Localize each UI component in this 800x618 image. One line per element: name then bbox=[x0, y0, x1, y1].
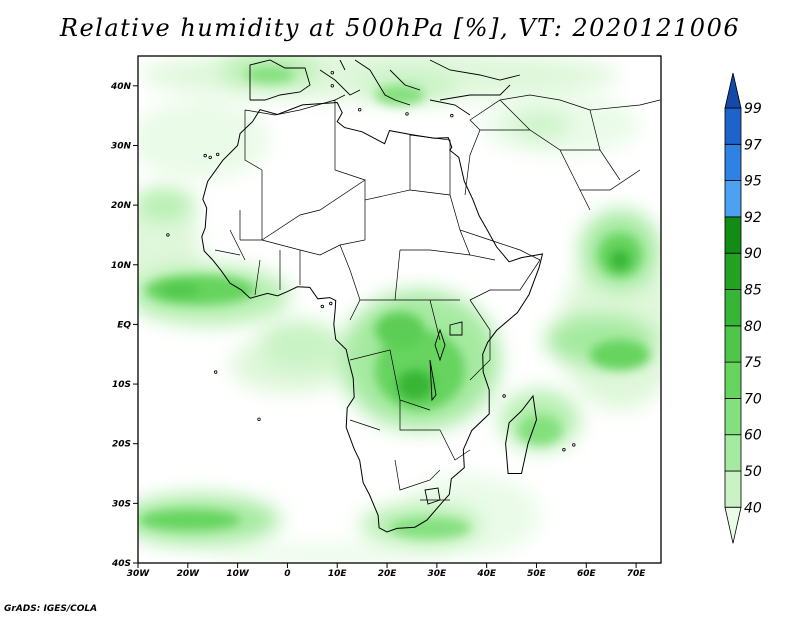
island-mark bbox=[405, 112, 409, 116]
lat-tick-label: 20N bbox=[111, 201, 132, 211]
island-mark bbox=[320, 304, 324, 309]
island-mark bbox=[358, 107, 362, 112]
colorbar-label: 95 bbox=[744, 174, 762, 190]
colorbar-label: 75 bbox=[744, 355, 762, 371]
colorbar-label: 80 bbox=[744, 319, 762, 335]
lat-tick-label: 20S bbox=[112, 440, 131, 450]
colorbar-segment bbox=[724, 397, 742, 436]
island-mark bbox=[166, 233, 170, 237]
map-outlines bbox=[166, 59, 661, 533]
lat-tick-label: 30N bbox=[111, 141, 132, 151]
colorbar-label: 70 bbox=[744, 391, 762, 407]
humidity-field-moist bbox=[140, 67, 650, 538]
colorbar-segment bbox=[724, 107, 742, 145]
island-mark bbox=[330, 70, 334, 75]
colorbar-segment bbox=[724, 325, 742, 363]
country-borders bbox=[214, 94, 661, 501]
colorbar-lower-arrow bbox=[724, 506, 742, 544]
lat-tick-label: EQ bbox=[117, 320, 131, 330]
island-mark bbox=[203, 153, 207, 158]
colorbar-label: 60 bbox=[744, 428, 762, 444]
lon-tick-label: 30E bbox=[428, 569, 448, 579]
island-mark bbox=[215, 152, 220, 157]
lon-tick-label: 50E bbox=[527, 569, 547, 579]
colorbar-segment bbox=[724, 434, 742, 472]
colorbar-segment bbox=[724, 143, 742, 182]
colorbar-segment bbox=[724, 252, 742, 290]
island-mark bbox=[330, 84, 334, 88]
lat-tick-label: 10S bbox=[112, 380, 131, 390]
colorbar-segment bbox=[724, 180, 742, 218]
humidity-field-saturated bbox=[160, 250, 630, 400]
lon-tick-label: 30W bbox=[127, 569, 151, 579]
island-mark bbox=[257, 417, 261, 421]
lat-tick-label: 10N bbox=[111, 261, 132, 271]
colorbar-segment bbox=[724, 361, 742, 399]
lat-tick-label: 40S bbox=[111, 559, 131, 569]
island-mark bbox=[572, 443, 576, 447]
island-mark bbox=[450, 113, 454, 118]
colorbar-segment bbox=[724, 289, 742, 327]
colorbar-label: 97 bbox=[744, 137, 762, 153]
plot-frame bbox=[137, 55, 662, 564]
island-mark bbox=[329, 301, 333, 306]
lon-tick-label: 10E bbox=[328, 569, 348, 579]
latitude-ticks: 40N 30N 20N 10N EQ 10S 20S 30S 40S bbox=[110, 82, 138, 569]
colorbar-label: 40 bbox=[744, 500, 762, 516]
colorbar-label: 92 bbox=[744, 210, 762, 226]
colorbar-segment bbox=[724, 470, 742, 508]
colorbar: 40 50 60 70 75 80 85 90 92 95 97 99 bbox=[724, 72, 762, 544]
colorbar-upper-arrow bbox=[724, 72, 742, 109]
madagascar-coastline bbox=[505, 394, 538, 474]
lat-tick-label: 40N bbox=[110, 82, 132, 92]
humidity-field bbox=[138, 56, 661, 563]
colorbar-label: 85 bbox=[744, 283, 762, 299]
colorbar-segment bbox=[724, 216, 742, 254]
colorbar-label: 90 bbox=[744, 246, 762, 262]
lon-tick-label: 40E bbox=[476, 569, 497, 579]
map-title: Relative humidity at 500hPa [%], VT: 202… bbox=[59, 14, 741, 42]
grads-credit: GrADS: IGES/COLA bbox=[4, 604, 98, 614]
inland-lakes bbox=[424, 321, 463, 505]
lon-tick-label: 0 bbox=[284, 569, 290, 579]
lon-tick-label: 70E bbox=[627, 569, 647, 579]
island-mark bbox=[502, 394, 506, 398]
lon-tick-label: 60E bbox=[577, 569, 597, 579]
lon-tick-label: 20W bbox=[177, 569, 201, 579]
lon-tick-label: 10W bbox=[226, 569, 250, 579]
colorbar-label: 99 bbox=[744, 101, 762, 117]
island-mark bbox=[208, 155, 212, 160]
europe-coastline bbox=[249, 59, 521, 116]
island-mark bbox=[562, 448, 566, 452]
africa-coastline bbox=[201, 101, 544, 533]
lon-tick-label: 20E bbox=[378, 569, 398, 579]
island-mark bbox=[213, 370, 218, 374]
colorbar-label: 50 bbox=[744, 464, 762, 480]
longitude-ticks: 30W 20W 10W 0 10E 20E 30E 40E 50E 60E 70E bbox=[127, 563, 647, 579]
islands bbox=[166, 70, 576, 452]
lat-tick-label: 30S bbox=[112, 499, 131, 509]
